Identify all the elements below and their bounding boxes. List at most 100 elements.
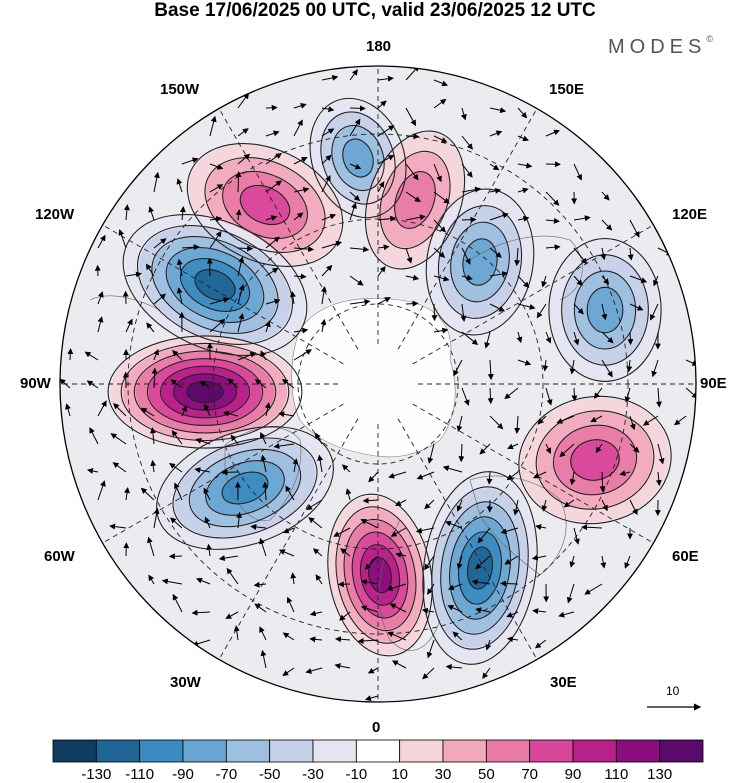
wind-vector xyxy=(445,663,463,670)
wind-vector xyxy=(97,316,104,333)
wind-vector xyxy=(461,247,471,265)
wind-vector xyxy=(340,548,351,557)
wind-vector xyxy=(260,649,267,669)
wind-vector xyxy=(489,212,509,221)
wind-vector xyxy=(360,519,379,529)
wind-vector xyxy=(513,499,519,516)
streamline-contour xyxy=(221,471,269,505)
wind-vector xyxy=(273,443,295,450)
wind-vector xyxy=(237,128,249,137)
wind-vector xyxy=(534,639,547,649)
wind-vector xyxy=(237,284,245,305)
wind-vector xyxy=(386,583,407,591)
streamline-contour xyxy=(359,544,401,606)
wind-vector xyxy=(600,555,607,569)
anomaly-blue-lower-left xyxy=(158,427,332,549)
wind-vector xyxy=(153,507,160,529)
wind-vector xyxy=(312,548,323,557)
wind-vector xyxy=(629,219,640,238)
wind-vector xyxy=(254,603,267,613)
wind-vector xyxy=(674,415,687,426)
wind-vector xyxy=(235,209,242,221)
lon-label-120w: 120W xyxy=(35,206,75,223)
wind-vector xyxy=(536,303,547,319)
wind-vector xyxy=(97,480,106,501)
wind-vector xyxy=(482,667,491,680)
wind-vector xyxy=(405,133,420,140)
wind-vector xyxy=(506,471,519,481)
wind-vector xyxy=(209,297,230,305)
wind-vector xyxy=(260,431,267,445)
wind-vector xyxy=(161,578,183,585)
wind-vector xyxy=(196,577,211,585)
wind-vector xyxy=(532,471,547,479)
wind-vector xyxy=(433,135,448,143)
wind-vector xyxy=(265,130,280,137)
wind-vector xyxy=(84,351,99,361)
wind-vector xyxy=(545,217,560,224)
wind-vector xyxy=(349,275,364,286)
wind-vector xyxy=(309,610,323,617)
wind-vector xyxy=(349,118,361,137)
wind-vector xyxy=(461,186,481,193)
wind-vector xyxy=(227,378,239,389)
wind-vector xyxy=(259,626,267,641)
wind-vector xyxy=(341,464,351,473)
wind-vector xyxy=(360,579,379,585)
wind-vector xyxy=(226,567,239,585)
colorbar-swatch xyxy=(225,739,271,763)
wind-vector xyxy=(489,187,502,194)
wind-vector xyxy=(233,625,240,641)
wind-vector xyxy=(387,631,407,641)
wind-vector xyxy=(377,125,395,137)
lon-label-60w: 60W xyxy=(44,548,75,565)
wind-vector xyxy=(556,415,575,424)
wind-vector xyxy=(209,230,222,249)
wind-vector xyxy=(421,607,435,614)
colorbar-swatch xyxy=(399,739,444,763)
wind-vector xyxy=(424,499,435,510)
wind-vector xyxy=(600,247,607,261)
colorbar-tick: -50 xyxy=(258,766,281,783)
wind-vector xyxy=(218,555,239,562)
wind-vector xyxy=(237,312,245,333)
wind-vector xyxy=(209,184,224,193)
streamline-contour xyxy=(518,395,672,525)
wind-vector xyxy=(264,402,271,417)
wind-vector xyxy=(390,527,407,537)
wind-vector xyxy=(195,438,211,445)
wind-vector xyxy=(236,511,243,529)
streamline-contour xyxy=(180,258,250,312)
wind-vector xyxy=(293,102,307,109)
wind-vector xyxy=(334,636,351,643)
streamline-contour xyxy=(172,437,318,539)
wind-vector xyxy=(147,536,155,557)
wind-vector xyxy=(321,106,335,113)
wind-vector xyxy=(262,481,269,501)
wind-vector xyxy=(593,387,603,399)
wind-vector xyxy=(360,605,379,613)
wind-vector xyxy=(89,427,99,445)
lon-label-60e: 60E xyxy=(672,548,699,565)
wind-vector xyxy=(514,415,521,434)
wind-vector xyxy=(541,499,548,512)
wind-vector xyxy=(461,135,473,150)
wind-vector xyxy=(537,415,547,425)
wind-vector xyxy=(153,171,160,193)
colorbar-tick: -10 xyxy=(345,766,368,783)
colorbar-tick: -70 xyxy=(215,766,238,783)
wind-vector xyxy=(573,163,582,181)
wind-vector xyxy=(458,443,465,463)
wind-vector xyxy=(260,454,267,473)
wind-vector xyxy=(405,163,419,181)
wind-vector xyxy=(416,471,435,480)
colorbar-swatch xyxy=(269,739,314,763)
wind-vector xyxy=(486,471,493,485)
colorbar-swatch xyxy=(659,739,704,763)
wind-vector xyxy=(123,204,130,221)
streamline-contour xyxy=(320,111,396,205)
wind-vector xyxy=(237,245,254,252)
wind-vector xyxy=(305,667,323,674)
wind-vector xyxy=(489,163,500,171)
wind-vector xyxy=(475,607,491,614)
